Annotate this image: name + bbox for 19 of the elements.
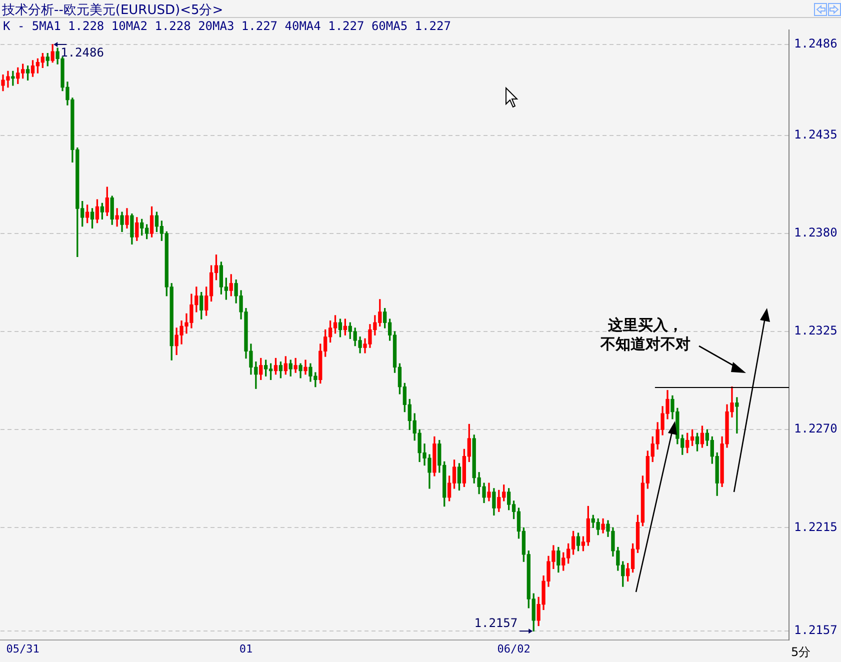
y-tick-label: 1.2215 bbox=[794, 520, 838, 534]
x-axis-title: 5分 bbox=[791, 644, 811, 661]
x-tick-label: 01 bbox=[239, 642, 253, 656]
annotation: 1.2157 bbox=[474, 616, 518, 630]
y-tick-label: 1.2435 bbox=[794, 128, 838, 142]
chart-title: 技术分析--欧元美元(EURUSD)<5分> bbox=[2, 2, 224, 19]
chart-subtitle: K - 5MA1 1.228 10MA2 1.228 20MA3 1.227 40MA4 1.227 60MA5 1.227 bbox=[3, 19, 451, 33]
y-tick-label: 1.2486 bbox=[794, 36, 838, 51]
y-tick-label: 1.2380 bbox=[794, 226, 838, 240]
annotation: 不知道对不对 bbox=[599, 334, 690, 353]
x-tick-label: 05/31 bbox=[6, 642, 40, 656]
y-tick-label: 1.2325 bbox=[794, 324, 838, 338]
candlestick bbox=[735, 397, 739, 434]
annotation: 1.2486 bbox=[60, 46, 104, 60]
annotation: 这里买入， bbox=[606, 316, 683, 334]
candlestick bbox=[115, 208, 119, 227]
x-tick-label: 06/02 bbox=[497, 642, 530, 656]
y-tick-label: 1.2270 bbox=[794, 422, 838, 436]
y-tick-label: 1.2157 bbox=[794, 623, 838, 638]
